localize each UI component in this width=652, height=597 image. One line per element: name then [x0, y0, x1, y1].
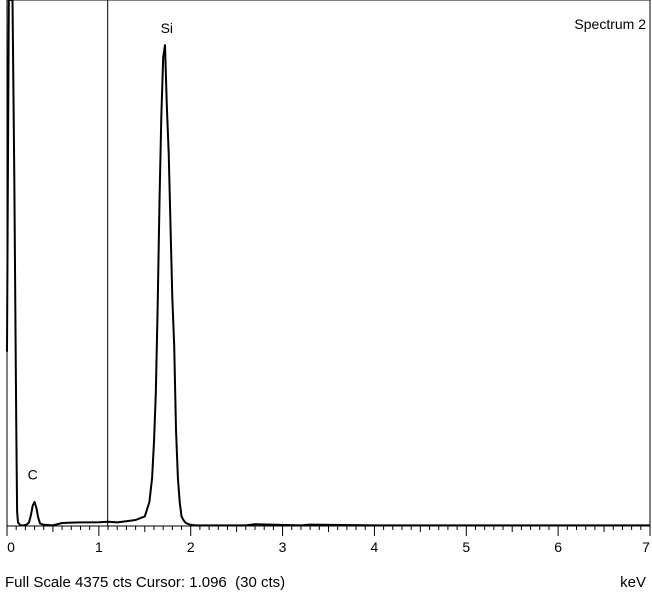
spectrum-line: [6, 0, 650, 527]
x-tick-label: 6: [554, 539, 562, 555]
status-readout: Full Scale 4375 cts Cursor: 1.096 (30 ct…: [5, 574, 286, 591]
x-tick-label: 7: [642, 539, 650, 555]
x-tick-label: 5: [462, 539, 470, 555]
series-group: [6, 0, 650, 527]
x-axis-unit: keV: [620, 574, 646, 591]
x-tick-label: 3: [279, 539, 287, 555]
x-axis: 0 1 2 3 4 5 6 7: [6, 526, 651, 555]
plot-frame: [6, 0, 651, 527]
x-tick-label: 4: [371, 539, 379, 555]
peak-labels: Si C: [28, 20, 173, 483]
x-tick-label: 0: [7, 539, 15, 555]
peak-label: Si: [161, 20, 173, 36]
peak-label: C: [28, 467, 38, 483]
chart-title: Spectrum 2: [574, 16, 646, 32]
x-tick-label: 1: [95, 539, 103, 555]
x-tick-label: 2: [187, 539, 195, 555]
